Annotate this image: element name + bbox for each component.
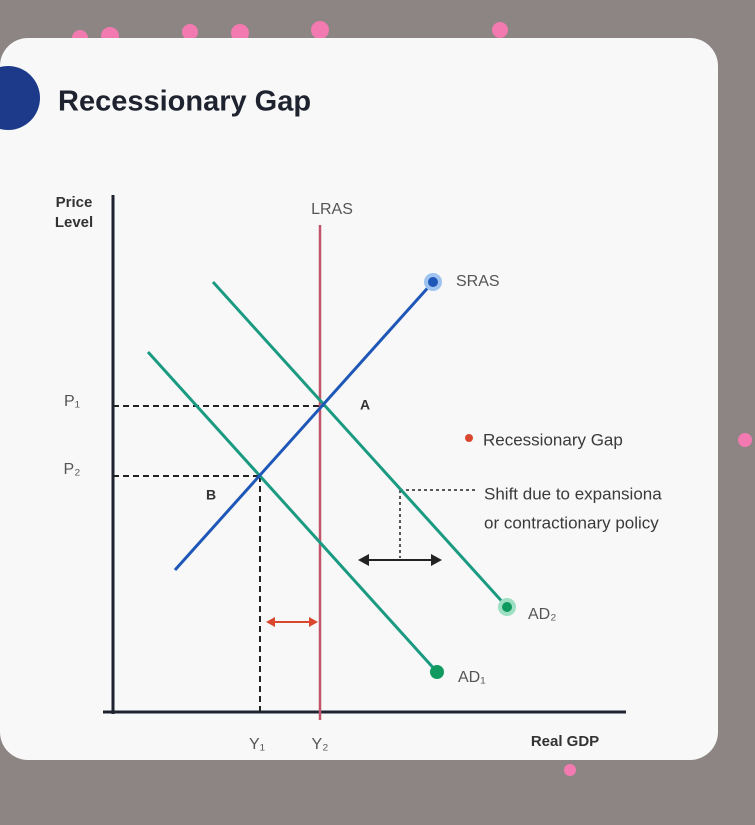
point-b: B <box>206 487 216 503</box>
y2-label: Y₂ <box>312 736 329 753</box>
y-axis-label: Level <box>55 214 93 231</box>
ad1-line <box>146 350 439 674</box>
p1-label: P₁ <box>64 393 80 410</box>
p2-label: P₂ <box>64 461 81 478</box>
y-axis-label: Price <box>56 194 93 211</box>
ad1-label: AD₁ <box>458 669 486 686</box>
lras-label: LRAS <box>311 201 353 218</box>
legend-shift: Shift due to expansiona <box>484 484 662 503</box>
legend-dot <box>465 434 473 442</box>
point-a: A <box>360 397 370 413</box>
ad2-label: AD₂ <box>528 606 556 623</box>
ad2-line <box>211 280 509 609</box>
x-axis-label: Real GDP <box>531 733 599 750</box>
ad1-dot <box>430 665 444 679</box>
ad2-dot <box>502 602 512 612</box>
sras-line <box>173 280 435 572</box>
shift-arrow <box>358 554 442 566</box>
legend-gap: Recessionary Gap <box>483 430 623 449</box>
cake-top <box>0 38 718 760</box>
guides <box>113 405 478 712</box>
gap-arrow <box>266 617 318 627</box>
y1-label: Y₁ <box>249 736 265 753</box>
legend-shift: or contractionary policy <box>484 513 659 532</box>
axes <box>103 195 626 714</box>
sras-label: SRAS <box>456 273 500 290</box>
logo <box>0 66 40 130</box>
title: Recessionary Gap <box>58 86 311 118</box>
sras-dot <box>428 277 438 287</box>
